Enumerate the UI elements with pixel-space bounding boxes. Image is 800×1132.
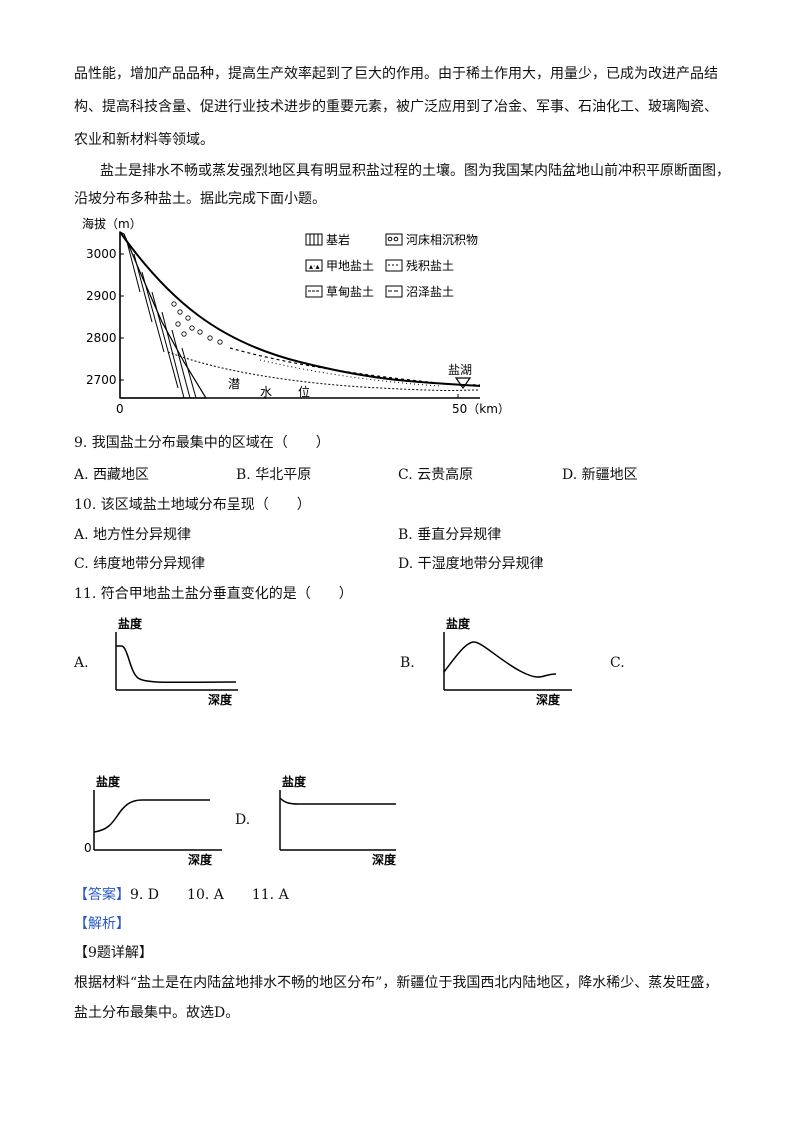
graph-c: 盐度 0 深度: [84, 774, 222, 867]
legend-label: 甲地盐土: [326, 259, 374, 273]
graph-x-label: 深度: [208, 692, 233, 707]
graph-y-label: 盐度: [96, 774, 121, 789]
y-tick: 3000: [86, 247, 117, 261]
graph-y-label: 盐度: [446, 616, 471, 631]
q11-option-d[interactable]: D.: [235, 812, 251, 828]
y-tick: 2700: [86, 373, 117, 387]
graph-x-label: 深度: [536, 692, 561, 707]
graph-x-label: 深度: [188, 852, 213, 867]
q10-option-c[interactable]: C. 纬度地带分异规律: [74, 556, 206, 572]
answer-line: 【答案】9. D 10. A 11. A: [74, 884, 289, 904]
water-label: 位: [298, 384, 310, 399]
q11-option-b[interactable]: B.: [400, 655, 415, 671]
y-tick: 2900: [86, 289, 117, 303]
graph-b: 盐度 深度: [443, 616, 572, 707]
q9-option-a[interactable]: A. 西藏地区: [74, 467, 150, 483]
detail-line: 盐土分布最集中。故选D。: [74, 1005, 240, 1021]
context-line: 盐土是排水不畅或蒸发强烈地区具有明显积盐过程的土壤。图为我国某内陆盆地山前冲积平…: [100, 163, 730, 179]
graph-a: 盐度 深度: [115, 616, 238, 707]
q11-option-a[interactable]: A.: [74, 655, 89, 671]
detail-line: 根据材料“盐土是在内陆盆地排水不畅的地区分布”，新疆位于我国西北内陆地区，降水稀…: [74, 975, 719, 991]
context-line: 沿坡分布多种盐土。据此完成下面小题。: [74, 191, 326, 207]
q10-option-b[interactable]: B. 垂直分异规律: [398, 527, 502, 543]
q10-stem: 10. 该区域盐土地域分布呈现（ ）: [74, 497, 311, 513]
q9-option-d[interactable]: D. 新疆地区: [562, 467, 638, 483]
salt-lake-label: 盐湖: [448, 362, 472, 377]
cross-section-figure: 海拔（m） 3000 2900 2800 2700 0 50（km） 潜 水 位…: [82, 216, 510, 416]
legend-label: 草甸盐土: [326, 285, 374, 299]
intro-line: 农业和新材料等领域。: [74, 132, 214, 148]
answer-tag: 【答案】: [74, 887, 130, 903]
y-axis-title: 海拔（m）: [82, 216, 142, 231]
q11-option-c[interactable]: C.: [610, 655, 625, 671]
water-level-icon: [454, 377, 472, 390]
q9-option-b[interactable]: B. 华北平原: [236, 467, 312, 483]
intro-line: 构、提高科技含量、促进行业技术进步的重要元素，被广泛应用到了冶金、军事、石油化工…: [74, 99, 718, 115]
detail-title: 【9题详解】: [74, 945, 153, 961]
q10-option-d[interactable]: D. 干湿度地带分异规律: [398, 556, 544, 572]
legend: 基岩 河床相沉积物 ▴·▴ 甲地盐土 残积盐土 草甸盐土 沼泽盐土: [305, 232, 478, 299]
graph-origin: 0: [84, 841, 92, 855]
water-label: 水: [260, 385, 272, 399]
answer-text: 9. D 10. A 11. A: [130, 887, 289, 903]
svg-text:▴·▴: ▴·▴: [309, 262, 320, 271]
y-tick: 2800: [86, 331, 117, 345]
intro-line: 品性能，增加产品品种，提高生产效率起到了巨大的作用。由于稀土作用大，用量少，已成…: [74, 66, 718, 82]
graph-d: 盐度 深度: [279, 774, 397, 867]
legend-label: 残积盐土: [406, 259, 454, 273]
legend-label: 沼泽盐土: [406, 285, 454, 299]
graph-y-label: 盐度: [282, 774, 307, 789]
graph-x-label: 深度: [372, 852, 397, 867]
q10-option-a[interactable]: A. 地方性分异规律: [74, 527, 192, 543]
q9-option-c[interactable]: C. 云贵高原: [398, 467, 474, 483]
analysis-tag: 【解析】: [74, 916, 130, 932]
q9-stem: 9. 我国盐土分布最集中的区域在（ ）: [74, 435, 330, 451]
x-tick: 0: [116, 402, 124, 416]
legend-label: 河床相沉积物: [406, 233, 478, 247]
legend-label: 基岩: [326, 232, 350, 247]
x-tick: 50（km）: [452, 402, 510, 416]
water-label: 潜: [228, 377, 240, 391]
q11-stem: 11. 符合甲地盐土盐分垂直变化的是（ ）: [74, 586, 353, 602]
graph-y-label: 盐度: [118, 616, 143, 631]
